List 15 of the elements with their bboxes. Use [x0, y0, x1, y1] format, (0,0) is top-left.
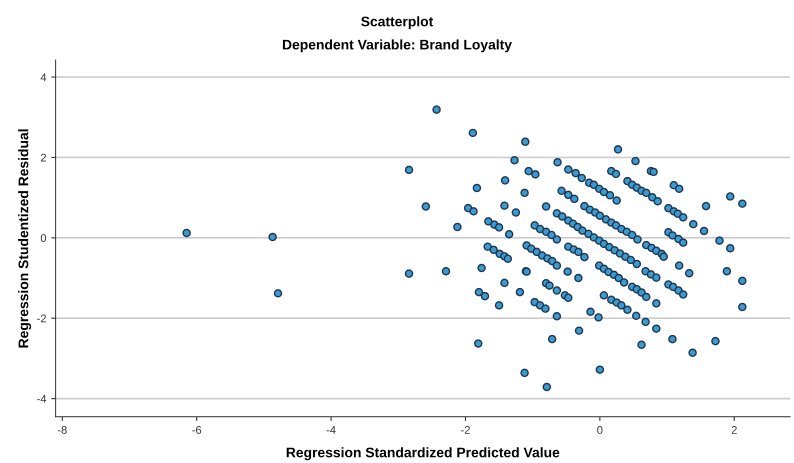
x-tick-label: -2: [461, 426, 470, 434]
y-tick-label: 4: [40, 73, 46, 82]
x-axis-title: Regression Standardized Predicted Value: [286, 447, 560, 460]
y-axis-title: Regression Studentized Residual: [18, 129, 32, 348]
y-tick-label: 0: [40, 234, 46, 242]
x-tick-label: -6: [192, 426, 202, 434]
x-tick-label: 0: [597, 426, 603, 434]
x-tick-label: -8: [58, 426, 67, 434]
chart-subtitle: Dependent Variable: Brand Loyalty: [282, 39, 512, 52]
y-tick-label: -2: [37, 314, 46, 322]
x-tick-label: 2: [732, 426, 737, 434]
y-tick-label: 2: [40, 154, 46, 162]
y-tick-label: -4: [37, 394, 46, 403]
x-tick-label: -4: [326, 426, 336, 434]
chart-title: Scatterplot: [361, 16, 434, 30]
